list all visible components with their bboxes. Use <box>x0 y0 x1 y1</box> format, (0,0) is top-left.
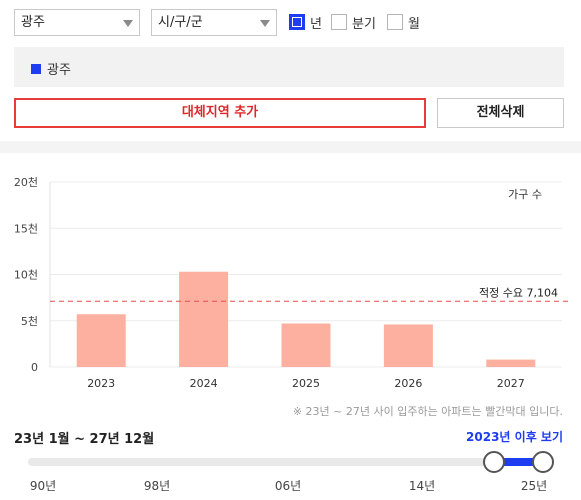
legend-square-icon <box>31 63 41 74</box>
range-start-handle[interactable] <box>483 451 505 473</box>
checkbox-checked-icon <box>289 14 305 30</box>
range-end-handle[interactable] <box>532 451 554 473</box>
checkbox-icon <box>331 14 347 30</box>
period-quarter-label: 분기 <box>352 16 376 32</box>
slider-tick-label: 98년 <box>143 479 171 493</box>
region-legend-label: 광주 <box>47 63 71 78</box>
year-range-fill <box>494 458 542 466</box>
region-select[interactable]: 광주 <box>14 9 140 36</box>
x-tick-label: 2026 <box>394 377 422 390</box>
slider-tick-label: 06년 <box>274 479 302 493</box>
period-range-text: 23년 1월 ~ 27년 12월 <box>14 432 155 447</box>
district-select[interactable]: 시/구/군 <box>151 9 277 36</box>
view-since-2023-link[interactable]: 2023년 이후 보기 <box>466 430 563 444</box>
y-tick-label: 10천 <box>14 268 38 282</box>
bar-2024 <box>179 271 229 367</box>
bar-2026 <box>383 324 433 367</box>
section-divider <box>0 141 581 153</box>
bar-2023 <box>76 314 126 367</box>
x-tick-label: 2025 <box>292 377 320 390</box>
add-region-button[interactable]: 대체지역 추가 <box>14 98 426 128</box>
checkbox-icon <box>387 14 403 30</box>
supply-bar-chart: 0 5천 10천 15천 20천 2023 2024 2025 2026 2027 적정 수요 7,… <box>14 175 568 390</box>
chevron-down-icon <box>123 20 133 27</box>
district-select-value: 시/구/군 <box>158 15 203 30</box>
region-select-value: 광주 <box>21 15 45 30</box>
y-tick-label: 20천 <box>14 175 38 189</box>
slider-tick-label: 90년 <box>29 479 57 493</box>
slider-tick-label: 25년 <box>520 479 548 493</box>
period-month-checkbox[interactable]: 월 <box>387 13 420 32</box>
y-tick-label: 0 <box>31 361 38 374</box>
bar-2027 <box>486 359 536 367</box>
x-tick-label: 2024 <box>190 377 218 390</box>
x-tick-label: 2027 <box>497 377 525 390</box>
chevron-down-icon <box>260 20 270 27</box>
year-range-slider[interactable] <box>28 458 554 466</box>
clear-all-button[interactable]: 전체삭제 <box>437 98 564 128</box>
x-tick-label: 2023 <box>87 377 115 390</box>
chart-note: ※ 23년 ~ 27년 사이 입주하는 아파트는 빨간막대 입니다. <box>292 405 563 418</box>
period-year-checkbox[interactable]: 년 <box>289 13 322 32</box>
selected-regions-panel: 광주 <box>14 47 564 87</box>
period-year-label: 년 <box>310 16 322 32</box>
period-month-label: 월 <box>408 16 420 32</box>
reference-line-label: 적정 수요 7,104 <box>479 286 558 299</box>
period-quarter-checkbox[interactable]: 분기 <box>331 13 376 32</box>
region-legend-item[interactable]: 광주 <box>31 59 71 78</box>
y-tick-label: 15천 <box>14 221 38 235</box>
bar-2025 <box>281 323 331 367</box>
unit-label: 가구 수 <box>508 188 542 201</box>
y-tick-label: 5천 <box>21 314 38 328</box>
slider-tick-label: 14년 <box>408 479 436 493</box>
